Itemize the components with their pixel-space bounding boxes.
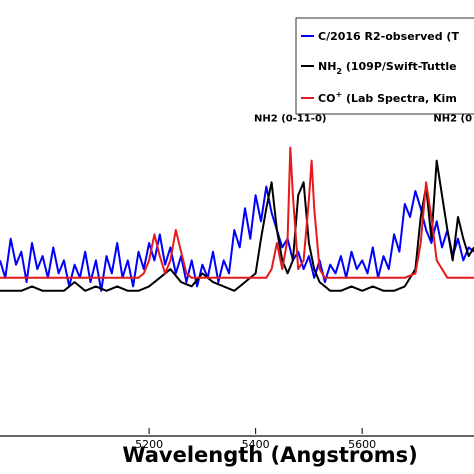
x-tick-label: 5600 — [348, 438, 376, 451]
band-annotation: NH2 (0 — [433, 114, 472, 125]
plot-frame — [0, 435, 474, 437]
annotations: NH2 (0-11-0) NH2 (0 — [254, 114, 472, 125]
legend-label-observed: C/2016 R2-observed (T — [318, 30, 459, 43]
legend-box — [295, 17, 474, 115]
series-line-0 — [0, 185, 474, 292]
legend-label-nh2: NH2 (109P/Swift-Tuttle — [318, 60, 457, 76]
x-axis-title: Wavelength (Angstroms) — [122, 443, 417, 467]
x-tick-label: 5400 — [242, 438, 270, 451]
x-axis: 5200 5400 5600 — [135, 428, 376, 451]
legend: C/2016 R2-observed (T NH2 (109P/Swift-Tu… — [295, 17, 474, 115]
legend-label-co: CO+ (Lab Spectra, Kim — [318, 90, 457, 105]
x-tick-label: 5200 — [135, 438, 163, 451]
band-annotation: NH2 (0-11-0) — [254, 114, 326, 125]
series-line-2 — [0, 146, 474, 279]
series-layer — [0, 146, 474, 292]
plot-area: 5200 5400 5600 NH2 (0-11-0) NH2 (0 — [0, 114, 474, 451]
